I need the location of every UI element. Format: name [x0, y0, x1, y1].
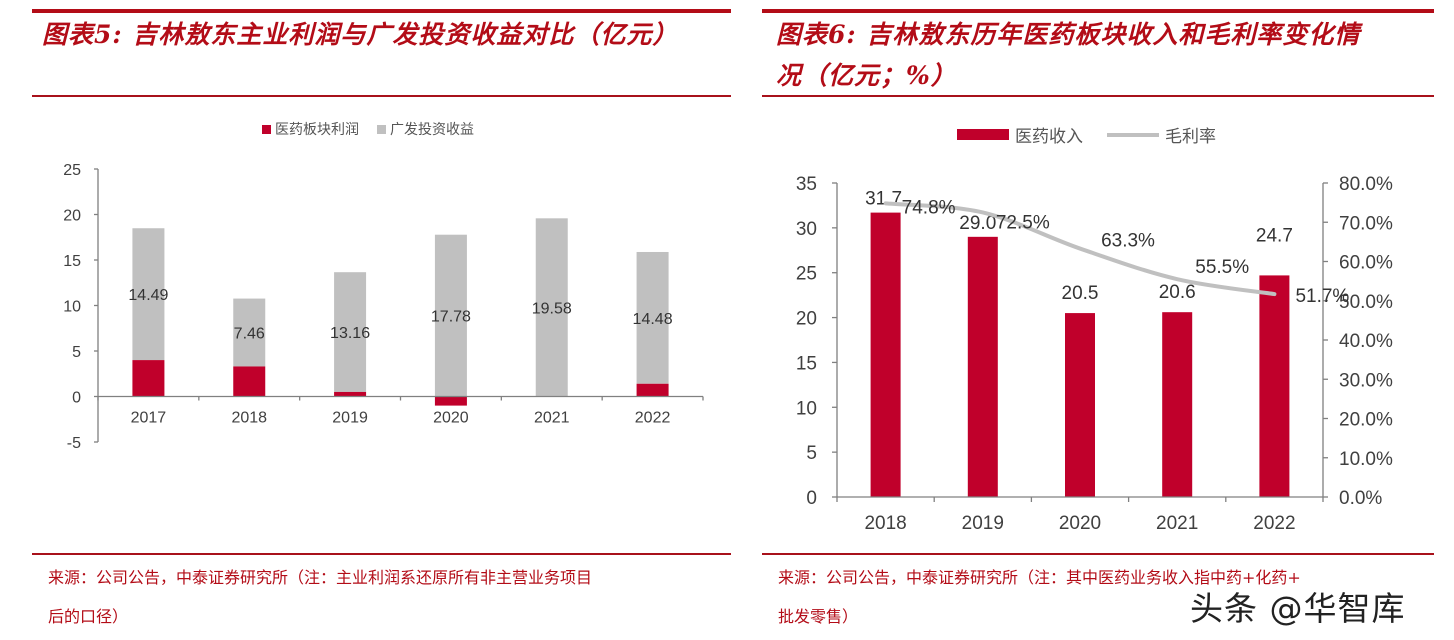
y-tick-label-left: 15: [796, 353, 817, 374]
fig6-legend-item-revenue: 医药收入: [957, 122, 1083, 147]
fig6-chart: 35 30 25 20 15 10 5 0 80.0% 70.0% 60.0% 50.0% 40.0% 3…: [796, 174, 1393, 534]
x-tick-label: 2019: [332, 410, 368, 427]
y-tick-label-left: 35: [796, 174, 817, 195]
fig5-source-line2: 后的口径）: [48, 607, 129, 626]
bar-pharma-revenue: [1065, 313, 1095, 497]
bar-pharma-profit: [636, 383, 669, 397]
bar-data-label: 24.7: [1256, 225, 1293, 246]
fig6-source-rule: [762, 553, 1434, 555]
fig6-title-line1: 图表6: 吉林敖东历年医药板块收入和毛利率变化情: [776, 20, 1361, 49]
y-tick-label-right: 70.0%: [1339, 213, 1393, 234]
x-tick-label: 2021: [1156, 513, 1198, 534]
y-tick-label-left: 30: [796, 219, 817, 240]
y-tick-label-left: 10: [796, 398, 817, 419]
bar-pharma-profit: [334, 391, 367, 397]
y-tick-label-right: 0.0%: [1339, 488, 1382, 509]
red-square-swatch-icon: [262, 124, 271, 134]
y-tick-label: 0: [72, 390, 81, 407]
y-tick-label: 10: [63, 299, 81, 316]
y-tick-label: 25: [63, 162, 81, 179]
fig5-legend-item-pharma-profit: 医药板块利润: [262, 119, 359, 139]
watermark: 头条 @华智库: [1190, 589, 1406, 628]
legend-label: 医药收入: [1015, 127, 1083, 147]
y-tick-label: 5: [72, 344, 81, 361]
fig5-title: 图表5: 吉林敖东主业利润与广发投资收益对比（亿元）: [42, 20, 679, 49]
fig5-legend-item-gf-income: 广发投资收益: [377, 119, 474, 139]
bar-data-label: 17.78: [431, 309, 471, 326]
y-tick-label-left: 5: [806, 443, 817, 464]
bar-pharma-profit: [132, 360, 165, 397]
line-data-label: 74.8%: [902, 197, 956, 218]
bar-gf-income: [434, 234, 467, 397]
x-tick-label: 2017: [131, 410, 167, 427]
fig5-top-rule: [32, 9, 731, 13]
x-tick-label: 2022: [635, 410, 671, 427]
bar-data-label: 14.48: [633, 311, 673, 328]
gray-line-swatch-icon: [1107, 132, 1159, 137]
fig6-top-rule: [762, 9, 1434, 13]
bar-gf-income: [233, 298, 266, 367]
fig5-source-rule: [32, 553, 731, 555]
y-tick-label-left: 0: [806, 488, 817, 509]
fig5-legend: 医药板块利润 广发投资收益: [262, 119, 492, 139]
bar-gf-income: [132, 228, 165, 361]
gross-margin-line: [883, 201, 1277, 297]
line-data-label: 72.5%: [996, 212, 1050, 233]
bar-pharma-revenue: [1259, 275, 1290, 497]
bar-data-label: 14.49: [128, 287, 168, 304]
y-tick-label-right: 60.0%: [1339, 253, 1393, 274]
legend-label: 毛利率: [1165, 127, 1216, 147]
bar-gf-income: [334, 272, 367, 392]
bar-data-label: 20.6: [1159, 282, 1196, 303]
bar-pharma-revenue: [1162, 312, 1193, 497]
fig6-legend: 医药收入 毛利率: [957, 122, 1234, 147]
fig6-title-line2: 况（亿元；%）: [776, 61, 957, 90]
x-tick-label: 2022: [1253, 513, 1295, 534]
legend-label: 医药板块利润: [275, 122, 359, 138]
bar-data-label: 20.5: [1062, 283, 1099, 304]
bar-gf-income: [636, 251, 669, 384]
y-tick-label: 20: [63, 208, 81, 225]
x-tick-label: 2021: [534, 410, 570, 427]
fig6-source-line1: 来源：公司公告，中泰证券研究所（注：其中医药业务收入指中药+化药+: [778, 568, 1301, 587]
bar-pharma-profit: [434, 396, 467, 406]
bar-gf-income: [535, 218, 568, 397]
fig6-title-rule: [762, 95, 1434, 97]
line-data-label: 51.7%: [1295, 286, 1349, 307]
x-tick-label: 2020: [1059, 513, 1101, 534]
bar-data-label: 7.46: [234, 326, 265, 343]
x-tick-label: 2018: [231, 410, 267, 427]
legend-label: 广发投资收益: [390, 122, 474, 138]
line-data-label: 63.3%: [1101, 231, 1155, 252]
fig6-source-line2: 批发零售）: [778, 607, 859, 626]
red-bar-swatch-icon: [957, 129, 1009, 140]
y-tick-label-right: 50.0%: [1339, 292, 1393, 313]
y-tick-label-right: 10.0%: [1339, 449, 1393, 470]
fig6-legend-item-gross-margin: 毛利率: [1107, 122, 1216, 147]
bar-data-label: 13.16: [330, 325, 370, 342]
y-tick-label-left: 20: [796, 309, 817, 330]
x-tick-label: 2020: [433, 410, 469, 427]
y-tick-label-right: 30.0%: [1339, 370, 1393, 391]
y-tick-label-right: 80.0%: [1339, 174, 1393, 195]
gray-square-swatch-icon: [377, 124, 386, 134]
x-tick-label: 2019: [962, 513, 1004, 534]
y-tick-label: 15: [63, 253, 81, 270]
fig5-title-rule: [32, 95, 731, 97]
y-tick-label-left: 25: [796, 264, 817, 285]
bar-pharma-revenue: [967, 236, 998, 498]
fig5-chart: 25 20 15 10 5 0 -5 14.49 2017 7.46 2018 13.16 2019 17…: [63, 162, 704, 452]
bar-data-label: 19.58: [532, 300, 572, 317]
line-data-label: 55.5%: [1195, 257, 1249, 278]
bar-data-label: 31.7: [865, 189, 902, 210]
fig5-source-line1: 来源：公司公告，中泰证券研究所（注：主业利润系还原所有非主营业务项目: [48, 568, 593, 587]
y-tick-label-right: 20.0%: [1339, 410, 1393, 431]
bar-data-label: 29.0: [959, 213, 996, 234]
bar-pharma-revenue: [870, 212, 901, 497]
x-tick-label: 2018: [864, 513, 906, 534]
bar-pharma-profit: [233, 366, 266, 397]
y-tick-label: -5: [67, 435, 81, 452]
y-tick-label-right: 40.0%: [1339, 331, 1393, 352]
